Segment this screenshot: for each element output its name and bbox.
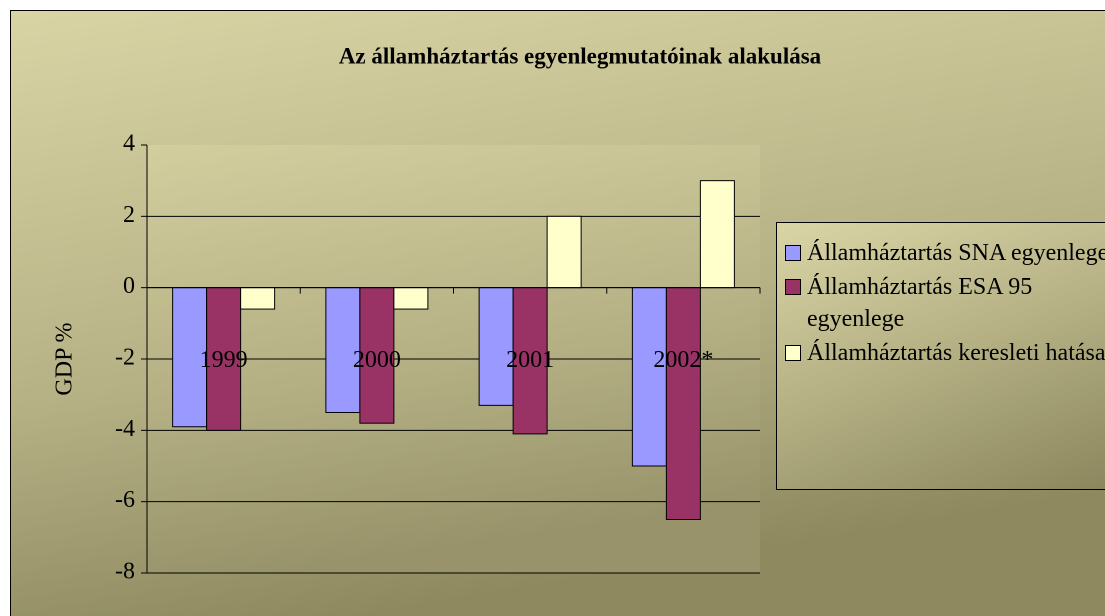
bar (512, 287, 548, 435)
legend-label: Államháztartás SNA egyenlege (807, 240, 1105, 266)
legend-swatch (785, 245, 801, 261)
legend-swatch (785, 279, 801, 295)
y-tick-label: -6 (115, 487, 135, 513)
bar (478, 287, 514, 406)
y-axis-label: GDP % (52, 322, 78, 395)
x-tick-label: 2002* (653, 347, 713, 373)
y-tick-label: -2 (115, 345, 135, 371)
bar (172, 287, 208, 428)
x-tick-label: 1999 (200, 347, 248, 373)
y-tick-label: 2 (123, 202, 135, 228)
legend-label: Államháztartás ESA 95 egyenlege (807, 274, 1033, 332)
y-tick-label: 0 (123, 273, 135, 299)
bar (546, 215, 582, 289)
legend-item: Államháztartás keresleti hatása (783, 337, 1105, 369)
legend-item: Államháztartás ESA 95 egyenlege (783, 271, 1105, 335)
y-tick-label: -4 (115, 416, 135, 442)
bar (393, 287, 429, 310)
legend-label: Államháztartás keresleti hatása (807, 340, 1105, 366)
bar (359, 287, 395, 424)
bar (240, 287, 276, 310)
y-tick-label: 4 (123, 131, 135, 157)
x-tick-label: 2000 (353, 347, 401, 373)
y-tick-label: -8 (115, 559, 135, 585)
bar (699, 180, 735, 289)
bar (665, 287, 701, 520)
bar (325, 287, 361, 413)
chart-title: Az államháztartás egyenlegmutatóinak ala… (339, 43, 822, 68)
bar (631, 287, 667, 467)
legend-item: Államháztartás SNA egyenlege (783, 237, 1105, 269)
legend: Államháztartás SNA egyenlege Államháztart… (776, 222, 1105, 490)
x-tick-label: 2001 (506, 347, 554, 373)
bar (206, 287, 242, 431)
legend-swatch (785, 345, 801, 361)
